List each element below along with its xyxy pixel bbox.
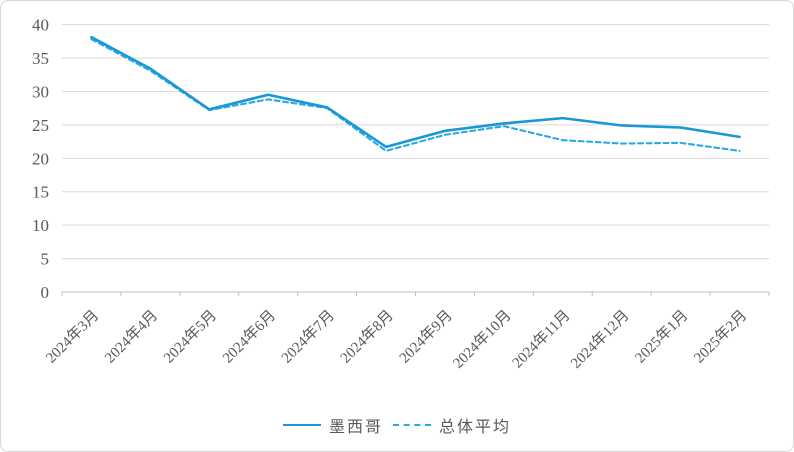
x-tick-label: 2024年10月 <box>450 307 515 372</box>
x-tick-label: 2025年1月 <box>632 307 692 367</box>
y-tick-label: 40 <box>32 16 49 35</box>
x-tick-label: 2024年7月 <box>278 307 338 367</box>
y-tick-label: 20 <box>32 149 49 168</box>
x-tick-label: 2024年11月 <box>509 307 574 372</box>
x-tick-label: 2024年3月 <box>43 307 103 367</box>
x-tick-label: 2025年2月 <box>691 307 751 367</box>
x-tick-label: 2024年12月 <box>567 307 632 372</box>
x-tick-label: 2024年6月 <box>219 307 279 367</box>
legend-line-solid-sample <box>282 424 321 426</box>
legend-label-overall-average: 总体平均 <box>439 419 512 436</box>
series-line-mexico <box>90 35 741 149</box>
x-tick-label: 2024年9月 <box>396 307 456 367</box>
legend-item-overall-average: 总体平均 <box>393 413 511 437</box>
y-tick-label: 10 <box>32 216 49 235</box>
legend-label-mexico: 墨西哥 <box>328 419 383 436</box>
y-tick-label: 25 <box>32 116 49 135</box>
x-tick-label: 2024年5月 <box>160 307 220 367</box>
series-line-overall-average <box>90 38 741 152</box>
chart-legend: 墨西哥 总体平均 <box>1 413 793 437</box>
x-tick-label: 2024年8月 <box>337 307 397 367</box>
y-tick-label: 35 <box>32 49 49 68</box>
legend-line-dashed-sample <box>393 424 431 426</box>
y-tick-label: 15 <box>32 183 49 202</box>
legend-item-mexico: 墨西哥 <box>282 413 383 437</box>
y-tick-label: 5 <box>41 250 50 269</box>
y-tick-label: 30 <box>32 82 49 101</box>
x-tick-label: 2024年4月 <box>101 307 161 367</box>
y-tick-label: 0 <box>41 283 50 302</box>
